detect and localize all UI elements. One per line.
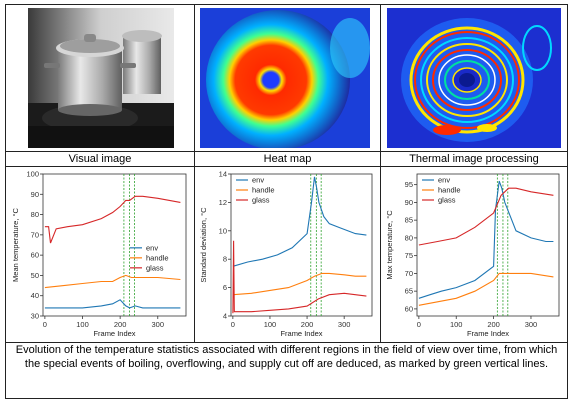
y-axis-label: Max temperature, °C xyxy=(385,210,394,280)
chart-max-temperature: 0 100 200 300 60 65 70 75 80 85 90 95 Frame Index Max… xyxy=(383,168,565,340)
x-tick-label: 300 xyxy=(525,320,538,329)
x-tick-label: 200 xyxy=(487,320,500,329)
x-tick-label: 100 xyxy=(76,320,89,329)
plot-area xyxy=(416,173,560,317)
col-divider-1 xyxy=(194,4,195,342)
thermal-processing-image xyxy=(387,8,561,148)
legend-label-env: env xyxy=(438,176,450,185)
row-divider-3 xyxy=(5,342,568,343)
legend-label-handle: handle xyxy=(438,186,461,195)
y-tick-label: 70 xyxy=(31,230,39,239)
x-tick-label: 0 xyxy=(231,320,235,329)
heat-map-image xyxy=(200,8,370,148)
x-tick-label: 100 xyxy=(450,320,463,329)
table-border-left xyxy=(5,4,6,399)
y-tick-label: 100 xyxy=(26,170,39,179)
legend-label-glass: glass xyxy=(438,196,456,205)
series-line-glass xyxy=(232,240,367,314)
chart-standard-deviation: 0 100 200 300 4 6 8 10 12 14 Frame Index Standard d… xyxy=(197,168,378,340)
legend-label-handle: handle xyxy=(146,253,169,262)
plot-area xyxy=(42,173,187,317)
y-tick-label: 95 xyxy=(405,180,413,189)
legend-label-env: env xyxy=(146,243,158,252)
table-border-top xyxy=(5,4,568,5)
table-border-right xyxy=(567,4,568,399)
series-line-glass xyxy=(44,195,181,244)
pot-photo xyxy=(28,8,174,148)
x-tick-label: 200 xyxy=(114,320,127,329)
legend-label-env: env xyxy=(252,176,264,185)
y-tick-label: 10 xyxy=(219,226,227,235)
series-line-env xyxy=(418,180,554,299)
legend-label-handle: handle xyxy=(252,186,275,195)
y-tick-label: 90 xyxy=(31,190,39,199)
caption-visual-image: Visual image xyxy=(68,153,132,165)
y-tick-label: 6 xyxy=(223,283,227,292)
series-line-glass xyxy=(418,187,554,246)
chart-svg: 0 100 200 300 4 6 8 10 12 14 Frame Index Standard d… xyxy=(199,170,373,338)
y-axis-label: Standard deviation, °C xyxy=(199,207,208,283)
y-tick-label: 30 xyxy=(31,312,39,321)
figure-caption: Evolution of the temperature statistics … xyxy=(15,344,558,370)
y-tick-label: 40 xyxy=(31,291,39,300)
x-tick-label: 300 xyxy=(152,320,165,329)
y-tick-label: 75 xyxy=(405,251,413,260)
y-tick-label: 65 xyxy=(405,287,413,296)
table-border-bottom xyxy=(5,398,568,399)
y-tick-label: 70 xyxy=(405,269,413,278)
y-tick-label: 80 xyxy=(405,233,413,242)
x-tick-label: 300 xyxy=(338,320,351,329)
y-axis-label: Mean temperature, °C xyxy=(11,207,20,281)
caption-thermal-processing: Thermal image processing xyxy=(409,153,539,165)
y-tick-label: 80 xyxy=(31,210,39,219)
legend-label-glass: glass xyxy=(146,263,164,272)
series-line-handle xyxy=(44,274,181,289)
series-line-handle xyxy=(232,272,367,296)
y-tick-label: 60 xyxy=(31,251,39,260)
chart-svg: 0 100 200 300 60 65 70 75 80 85 90 95 Frame Index Max… xyxy=(385,173,560,338)
x-axis-label: Frame Index xyxy=(467,329,509,338)
y-tick-label: 4 xyxy=(223,312,227,321)
col-divider-2 xyxy=(380,4,381,342)
caption-heat-map: Heat map xyxy=(263,153,312,165)
y-tick-label: 50 xyxy=(31,271,39,280)
series-line-env xyxy=(44,299,181,309)
row-divider-1 xyxy=(5,151,568,152)
x-tick-label: 200 xyxy=(301,320,314,329)
y-tick-label: 85 xyxy=(405,216,413,225)
x-axis-label: Frame Index xyxy=(280,329,322,338)
x-tick-label: 0 xyxy=(417,320,421,329)
series-line-handle xyxy=(418,272,554,306)
y-tick-label: 12 xyxy=(219,198,227,207)
chart-svg: 0 100 200 300 30 40 50 60 70 80 90 100 Frame Index Me… xyxy=(11,170,187,338)
x-axis-label: Frame Index xyxy=(93,329,135,338)
legend-label-glass: glass xyxy=(252,196,270,205)
y-tick-label: 14 xyxy=(219,170,227,179)
chart-mean-temperature: 0 100 200 300 30 40 50 60 70 80 90 100 Frame Index Me… xyxy=(9,168,192,340)
x-tick-label: 100 xyxy=(264,320,277,329)
row-divider-2 xyxy=(5,166,568,167)
series-line-env xyxy=(232,176,367,267)
x-tick-label: 0 xyxy=(43,320,47,329)
y-tick-label: 90 xyxy=(405,198,413,207)
y-tick-label: 8 xyxy=(223,255,227,264)
y-tick-label: 60 xyxy=(405,304,413,313)
